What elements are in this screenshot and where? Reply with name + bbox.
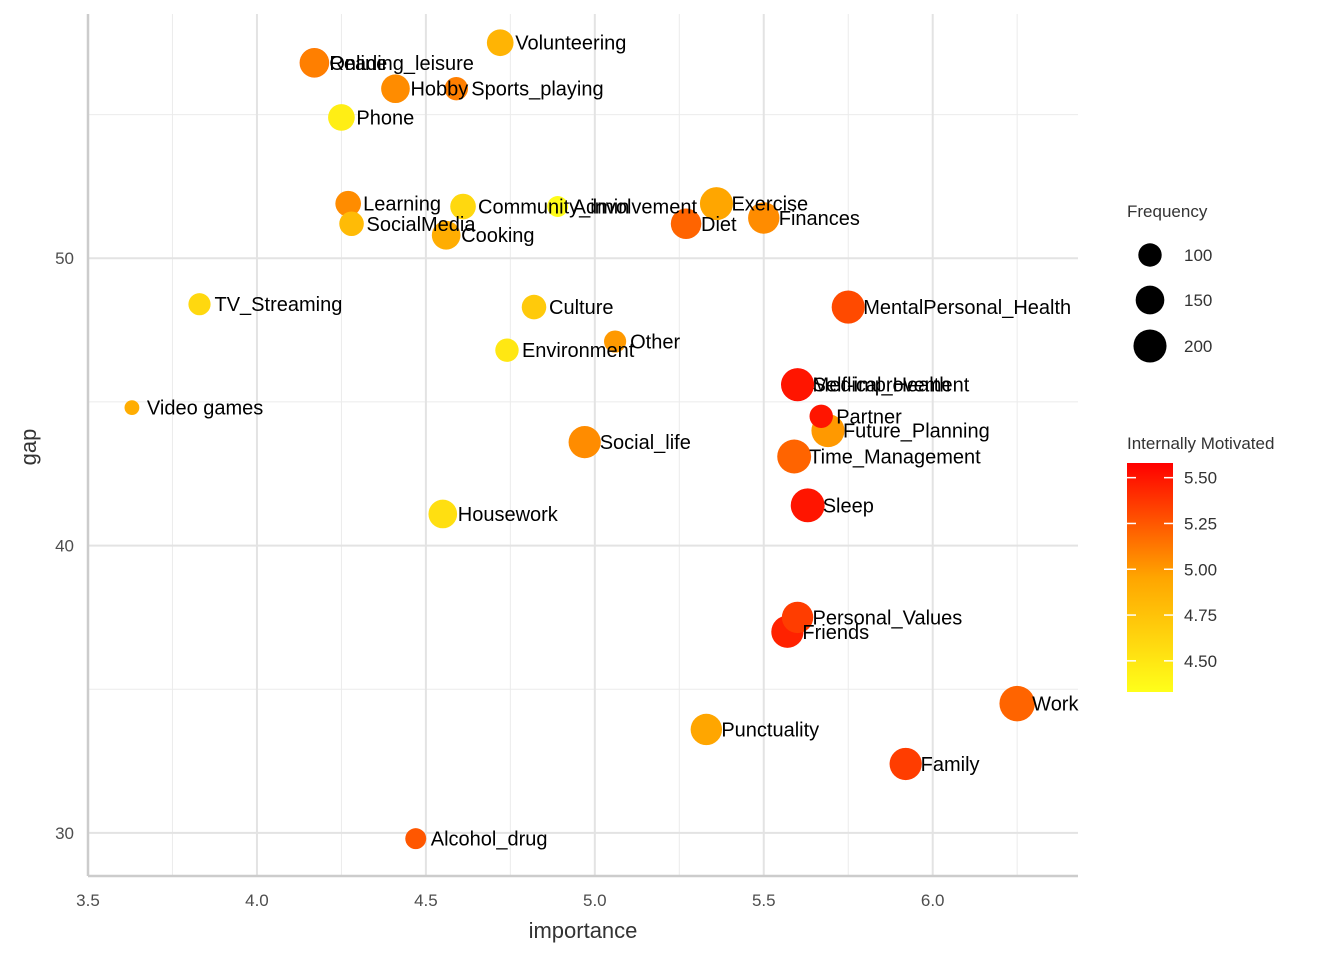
data-point [790, 488, 825, 523]
data-point [405, 828, 427, 850]
data-point-label: Online [329, 53, 387, 75]
data-point-label: Phone [356, 107, 414, 129]
color-legend-bar [1127, 463, 1173, 692]
data-point-label: Other [630, 332, 680, 354]
data-point-label: Admin [573, 197, 630, 219]
data-point-label: Video games [147, 398, 263, 420]
data-point-label: Sleep [823, 495, 874, 517]
color-legend-title: Internally Motivated [1127, 434, 1274, 453]
data-point-label: Punctuality [721, 719, 819, 741]
data-point-label: Culture [549, 297, 613, 319]
size-legend-label: 150 [1184, 291, 1212, 310]
data-point [328, 104, 355, 131]
data-point-label: Finances [779, 208, 860, 230]
data-point [381, 74, 410, 104]
data-point-label: Reading_leisure [329, 53, 474, 75]
data-point-label: SocialMedia [367, 214, 477, 236]
color-legend-label: 4.75 [1184, 606, 1217, 625]
data-point [450, 193, 476, 220]
data-point [831, 290, 865, 324]
size-legend-title: Frequency [1127, 202, 1208, 221]
data-point [339, 211, 364, 237]
x-tick-label: 6.0 [921, 891, 945, 910]
data-point [335, 190, 361, 217]
color-legend-label: 5.00 [1184, 560, 1217, 579]
data-point [699, 187, 734, 221]
data-point-label: Self-improvement [813, 375, 970, 397]
data-point-label: Time_Management [809, 446, 981, 468]
data-point [781, 601, 814, 634]
data-point [547, 196, 569, 217]
data-point-label: Family [921, 754, 980, 776]
data-point [670, 208, 702, 240]
data-point-label: Sports_playing [471, 79, 603, 101]
data-point-label: Friends [802, 622, 869, 644]
data-point-label: Medical_Health [813, 375, 951, 397]
data-point-label: Personal_Values [813, 607, 963, 629]
color-legend-label: 5.50 [1184, 469, 1217, 488]
data-point-label: TV_Streaming [215, 294, 343, 316]
y-tick-label: 30 [55, 824, 74, 843]
data-point [748, 202, 780, 234]
data-point-label: Work [1032, 694, 1079, 716]
data-point-label: Social_life [600, 432, 691, 454]
data-point [521, 294, 547, 320]
y-tick-label: 50 [55, 249, 74, 268]
data-point [444, 77, 468, 101]
x-tick-label: 4.0 [245, 891, 269, 910]
grid [87, 14, 1078, 876]
data-point-label: Volunteering [515, 33, 626, 55]
color-legend: Internally Motivated 4.50 4.75 5.00 5.25 5.5… [1127, 434, 1274, 692]
size-legend-label: 100 [1184, 246, 1212, 265]
data-point [495, 338, 519, 362]
data-point-label: Cooking [461, 225, 534, 247]
size-legend-key [1138, 243, 1162, 267]
data-point [603, 330, 627, 353]
data-point-label: Alcohol_drug [431, 829, 548, 851]
color-legend-label: 4.50 [1184, 652, 1217, 671]
x-tick-label: 5.0 [583, 891, 607, 910]
x-tick-label: 3.5 [76, 891, 100, 910]
size-legend-label: 200 [1184, 337, 1212, 356]
data-point-label: Diet [701, 214, 737, 236]
x-tick-label: 4.5 [414, 891, 438, 910]
data-point [690, 713, 723, 746]
data-point-label: Future_Planning [843, 421, 990, 443]
data-point [568, 425, 601, 459]
data-point [428, 499, 458, 529]
size-legend: Frequency 100 150 200 [1127, 202, 1212, 363]
data-point-label: Community_involvement [478, 197, 697, 219]
y-axis-title: gap [16, 429, 41, 466]
data-point-label: Housework [458, 504, 559, 526]
x-tick-label: 5.5 [752, 891, 776, 910]
axes: 3.5 4.0 4.5 5.0 5.5 6.0 30 40 50 [55, 14, 1078, 910]
data-point-label: Learning [363, 194, 441, 216]
data-point [781, 368, 814, 401]
color-legend-label: 5.25 [1184, 514, 1217, 533]
data-point-label: Partner [836, 406, 902, 428]
data-point [188, 293, 211, 316]
data-point [486, 29, 514, 57]
data-point [777, 439, 812, 474]
data-point [431, 220, 461, 250]
size-legend-key [1135, 285, 1165, 315]
x-axis-title: importance [529, 918, 638, 943]
data-point [809, 404, 833, 428]
data-point-label: MentalPersonal_Health [863, 297, 1071, 319]
points [124, 29, 1035, 850]
data-point-label: Exercise [731, 194, 808, 216]
y-tick-label: 40 [55, 537, 74, 556]
size-legend-key [1133, 329, 1167, 363]
data-point [300, 48, 329, 78]
data-point-label: Environment [522, 340, 635, 362]
data-point [124, 400, 140, 416]
data-point [889, 747, 922, 781]
data-point [999, 685, 1035, 722]
data-point-label: Hobby [410, 79, 468, 101]
